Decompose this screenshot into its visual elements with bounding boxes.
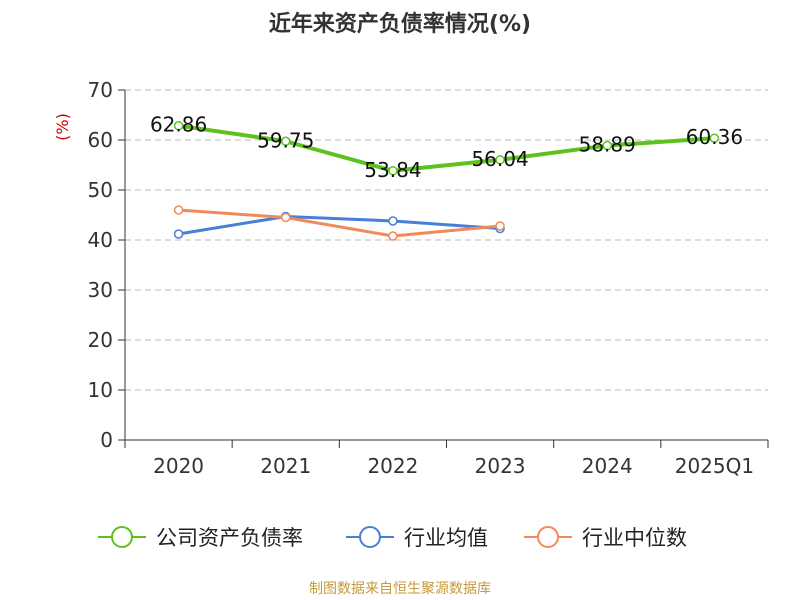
- data-point: [495, 221, 505, 231]
- data-point: [709, 133, 720, 143]
- data-point: [388, 166, 398, 176]
- y-axis-unit-label: (%): [53, 113, 72, 141]
- y-tick-label: 50: [88, 178, 113, 202]
- x-tick-label: 2022: [367, 454, 418, 478]
- y-tick-label: 70: [88, 78, 113, 102]
- data-label: 59.75: [257, 128, 314, 152]
- data-label: 53.84: [364, 158, 421, 182]
- chart-title: 近年来资产负债率情况(%): [268, 12, 532, 37]
- x-tick-label: 2020: [153, 454, 204, 478]
- y-tick-label: 0: [100, 428, 113, 452]
- gridlines: [125, 89, 768, 391]
- data-labels: 62.86 59.75 53.84 56.04 58.89 60.36: [150, 113, 743, 182]
- x-tick-label: 2021: [260, 454, 311, 478]
- data-label: 58.89: [579, 133, 636, 157]
- legend-label: 行业均值: [404, 526, 488, 550]
- data-point: [173, 229, 184, 239]
- y-tick-label: 40: [88, 228, 113, 252]
- y-tick-label: 30: [88, 278, 113, 302]
- legend-marker: [537, 526, 559, 548]
- legend: 公司资产负债率 行业均值 行业中位数: [98, 526, 687, 550]
- data-point: [602, 140, 612, 151]
- data-point: [281, 212, 291, 223]
- x-tick-label: 2025Q1: [675, 454, 754, 478]
- data-label: 62.86: [150, 113, 207, 137]
- legend-label: 公司资产负债率: [156, 526, 303, 550]
- data-point: [495, 155, 505, 165]
- series-line-2: [178, 215, 501, 236]
- series-lines: [173, 120, 720, 241]
- data-label: 56.04: [471, 147, 528, 171]
- data-point: [173, 205, 184, 215]
- y-tick-label: 60: [88, 128, 113, 152]
- data-point: [173, 120, 184, 131]
- y-tick-label: 20: [88, 328, 113, 352]
- source-note: 制图数据来自恒生聚源数据库: [309, 581, 491, 597]
- data-point: [388, 216, 398, 226]
- series-line-1: [178, 123, 715, 173]
- legend-marker: [359, 526, 381, 548]
- data-point: [388, 231, 398, 241]
- series-line-3: [178, 208, 501, 238]
- data-point: [281, 136, 291, 146]
- legend-marker: [111, 526, 133, 548]
- y-tick-label: 10: [88, 378, 113, 402]
- x-tick-label: 2024: [582, 454, 633, 478]
- x-tick-label: 2023: [475, 454, 526, 478]
- legend-label: 行业中位数: [582, 526, 687, 550]
- axes: 0 10 20 30 40 50 60 70 2020 2021 2022 2023 2024 2025Q…: [88, 78, 769, 478]
- data-label: 60.36: [686, 125, 743, 149]
